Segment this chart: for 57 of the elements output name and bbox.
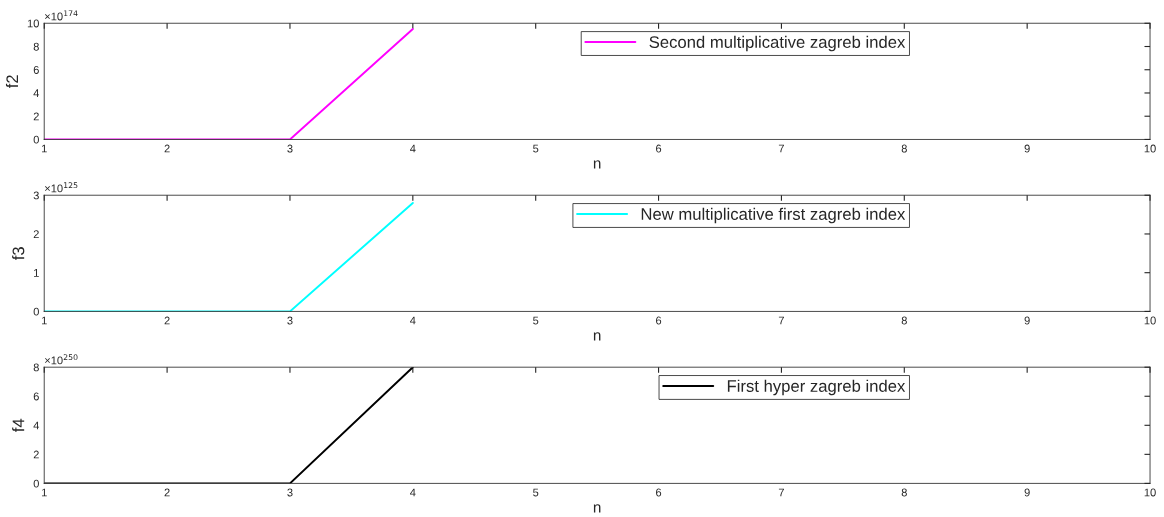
y-tick-label: 3 [33, 191, 39, 200]
x-tick-label: 9 [1024, 316, 1030, 325]
y-tick-label: 2 [33, 230, 39, 238]
x-tick-label: 5 [533, 316, 539, 325]
y-tick-label: 0 [33, 307, 39, 316]
x-axis-title: n [593, 160, 601, 169]
x-tick-label: 9 [1024, 488, 1030, 497]
text: ×10$^{250}$ [45, 354, 78, 365]
legend-label: Second multiplicative zagreb index [649, 35, 906, 52]
text: ×10$^{125}$ [45, 182, 78, 193]
x-tick-label: 4 [410, 488, 416, 497]
x-axis-title: n [593, 504, 601, 513]
x-tick-label: 2 [164, 144, 170, 153]
y-tick-label: 4 [33, 89, 40, 98]
x-tick-label: 3 [287, 144, 293, 153]
x-tick-label: 8 [901, 488, 907, 497]
y-tick-label: 6 [33, 66, 39, 74]
legend-label: New multiplicative first zagreb index [641, 207, 906, 224]
y-tick-label: 4 [33, 421, 40, 430]
x-tick-label: 7 [778, 144, 784, 153]
x-tick-label: 6 [656, 488, 662, 497]
y-axis-title: f3 [12, 247, 25, 261]
x-tick-label: 10 [1144, 316, 1156, 325]
x-axis-title: n [593, 332, 601, 341]
x-tick-label: 6 [656, 316, 662, 325]
x-tick-label: 10 [1144, 144, 1156, 153]
x-tick-label: 10 [1144, 488, 1156, 497]
y-tick-label: 2 [33, 112, 39, 121]
x-tick-label: 1 [41, 316, 47, 325]
x-tick-label: 3 [287, 316, 293, 325]
x-tick-label: 2 [164, 488, 170, 497]
x-tick-label: 5 [533, 488, 539, 497]
x-tick-label: 2 [164, 316, 170, 325]
x-tick-label: 8 [901, 316, 907, 325]
y-tick-label: 8 [33, 363, 39, 372]
y-tick-label: 2 [33, 450, 39, 459]
x-tick-label: 7 [778, 316, 784, 325]
x-tick-label: 1 [41, 488, 47, 497]
x-tick-label: 8 [901, 144, 907, 153]
x-tick-label: 7 [778, 488, 784, 497]
x-tick-label: 5 [533, 144, 539, 153]
x-tick-label: 9 [1024, 144, 1030, 153]
y-tick-label: 1 [34, 269, 39, 277]
x-tick-label: 4 [410, 144, 416, 153]
y-tick-label: 6 [33, 392, 39, 401]
legend-label: First hyper zagreb index [727, 379, 906, 396]
x-tick-label: 1 [41, 144, 47, 153]
y-axis-title: f4 [12, 418, 25, 433]
y-tick-label: 0 [33, 479, 39, 488]
x-tick-label: 6 [656, 144, 662, 153]
x-tick-label: 4 [410, 316, 416, 325]
x-tick-label: 3 [287, 488, 293, 497]
y-axis-title: f2 [5, 75, 18, 89]
y-tick-label: 8 [33, 42, 39, 51]
y-tick-label: 0 [33, 135, 39, 144]
y-tick-label: 10 [27, 19, 39, 28]
text: ×10$^{174}$ [45, 10, 78, 21]
